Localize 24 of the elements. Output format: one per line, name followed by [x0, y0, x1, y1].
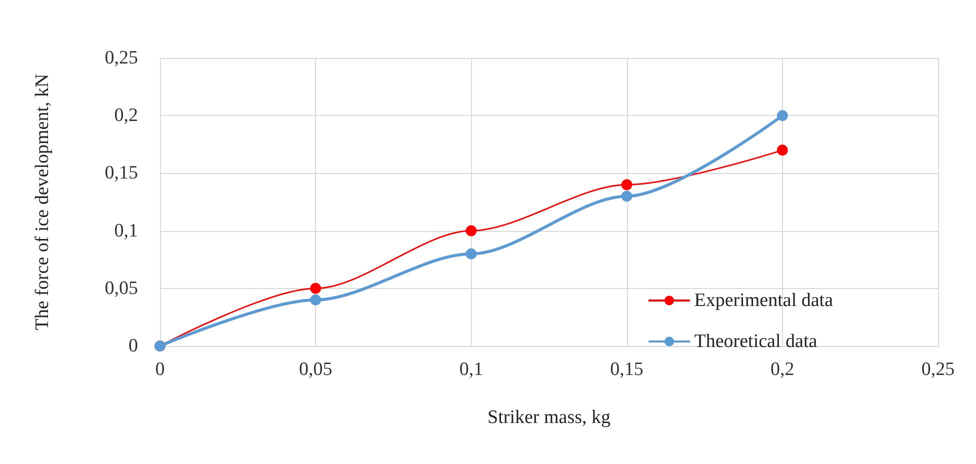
y-axis-title: The force of ice development, kN	[32, 74, 53, 330]
point	[466, 225, 477, 236]
point	[776, 144, 788, 156]
y-tick-label: 0,05	[104, 278, 138, 299]
point	[310, 282, 322, 294]
y-tick-label: 0,2	[114, 105, 138, 126]
y-tick-label: 0,1	[114, 220, 138, 242]
x-tick-label: 0	[155, 359, 165, 380]
point	[466, 248, 477, 260]
x-tick-label: 0,1	[459, 359, 484, 380]
legend-label: Theoretical data	[694, 331, 818, 352]
x-tick-label: 0,05	[298, 359, 332, 380]
point	[621, 190, 632, 202]
point	[621, 179, 632, 190]
y-tick-label: 0,25	[104, 48, 138, 68]
legend-label: Experimental data	[694, 290, 834, 311]
x-tick-label: 0,2	[770, 359, 794, 380]
point	[776, 110, 788, 122]
x-tick-label: 0,25	[921, 359, 955, 380]
x-tick-label: 0,15	[610, 359, 644, 380]
y-tick-label: 0	[128, 336, 138, 356]
point	[310, 294, 322, 306]
y-tick-label: 0,15	[104, 162, 138, 184]
x-axis-title: Striker mass, kg	[488, 407, 611, 428]
